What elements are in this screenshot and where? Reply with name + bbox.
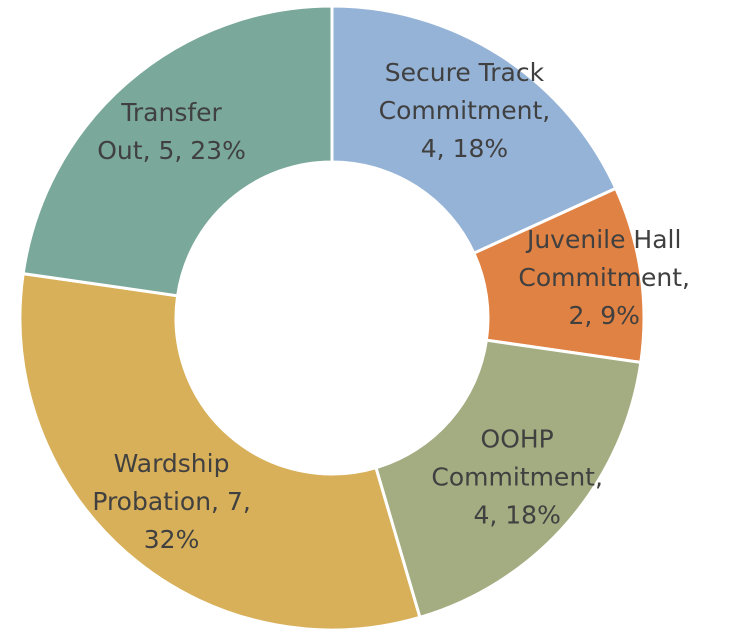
data-label: OOHP [481,424,554,453]
donut-slice [374,338,643,620]
data-label: 4, 18% [473,500,560,529]
data-label: 4, 18% [421,134,508,163]
donut-slice [18,271,422,630]
data-label: Out, 5, 23% [97,136,246,165]
data-label: Commitment, [379,96,551,125]
data-label: 32% [144,525,200,554]
data-label: Juvenile Hall [525,225,681,254]
data-label: 2, 9% [568,301,639,330]
data-label: Probation, 7, [92,487,250,516]
data-label: Secure Track [385,58,545,87]
data-label: Commitment, [431,462,603,491]
data-label: Commitment, [518,263,690,292]
donut-slice [330,4,618,256]
donut-slice [21,4,334,298]
data-label: Transfer [120,98,222,127]
data-label: Wardship [114,449,230,478]
